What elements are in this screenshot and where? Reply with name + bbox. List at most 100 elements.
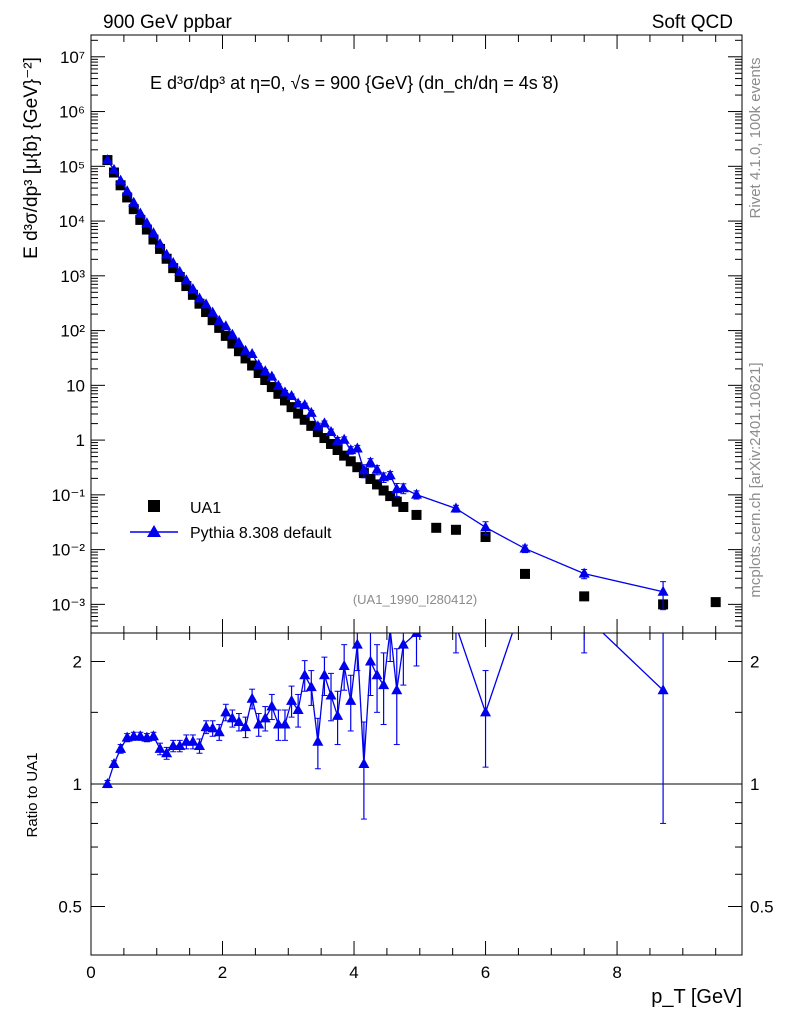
ratio-tick-label-right: 1 <box>750 775 759 794</box>
pythia-point <box>253 358 265 369</box>
ua1-point <box>260 375 271 386</box>
y-tick-label: 10⁴ <box>59 212 85 231</box>
ratio-clipped-group <box>101 609 669 824</box>
ua1-point <box>155 243 166 254</box>
pythia-point <box>364 456 376 467</box>
pythia-point <box>154 238 166 249</box>
ua1-point <box>227 338 238 349</box>
ua1-point <box>378 485 389 496</box>
ratio-point <box>312 735 324 746</box>
pythia-point <box>220 320 232 331</box>
ratio-point <box>213 726 225 737</box>
ua1-point <box>339 450 350 461</box>
ratio-point <box>101 777 113 788</box>
ua1-point <box>181 281 192 292</box>
ratio-point <box>220 706 232 717</box>
ua1-point <box>161 253 172 264</box>
ua1-point <box>122 192 133 203</box>
pythia-point <box>279 386 291 397</box>
header-left: 900 GeV ppbar <box>103 12 233 33</box>
ua1-point <box>391 496 402 507</box>
pythia-point <box>194 292 205 303</box>
pythia-point <box>213 314 225 325</box>
ua1-point <box>450 524 461 535</box>
pythia-point <box>101 154 113 165</box>
y-tick-label: 10² <box>60 322 85 341</box>
y-axis-label: E d³σ/dp³ [μ{b} {GeV}⁻²] <box>21 57 42 259</box>
pythia-point <box>292 397 304 408</box>
pythia-point <box>371 463 383 474</box>
ua1-point <box>194 298 205 309</box>
ratio-marks <box>101 609 669 824</box>
x-tick-label: 4 <box>349 963 358 982</box>
ua1-point <box>431 522 442 533</box>
ua1-point <box>319 433 330 444</box>
ratio-tick-label-right: 2 <box>750 653 759 672</box>
ratio-point <box>108 757 120 768</box>
main-marks <box>101 154 721 611</box>
pythia-point <box>121 185 133 196</box>
pythia-point <box>519 542 531 553</box>
ua1-point <box>187 289 198 300</box>
ratio-point <box>174 739 186 750</box>
pythia-point <box>115 174 127 185</box>
ratio-point <box>351 638 363 649</box>
ratio-point <box>194 739 205 750</box>
ratio-point <box>187 735 199 746</box>
ua1-point <box>115 180 126 191</box>
ua1-point <box>286 402 297 413</box>
ua1-point <box>365 473 376 484</box>
pythia-point <box>299 399 311 410</box>
pythia-point <box>246 348 258 359</box>
ua1-point <box>372 479 383 490</box>
pythia-point <box>128 196 140 207</box>
legend-pythia-marker <box>147 525 161 537</box>
pythia-point <box>358 464 370 475</box>
pythia-point <box>134 207 146 218</box>
ratio-point <box>579 609 590 619</box>
ratio-axis-label: Ratio to UA1 <box>24 752 41 837</box>
pythia-point <box>167 257 179 268</box>
ua1-point <box>247 360 258 371</box>
ua1-point <box>332 444 343 455</box>
ratio-point <box>200 721 212 732</box>
y-tick-label: 10³ <box>60 267 85 286</box>
ua1-point <box>220 330 231 341</box>
ua1-point <box>312 427 323 438</box>
ua1-point <box>579 591 590 602</box>
ratio-point <box>345 694 357 705</box>
ratio-point <box>338 659 350 670</box>
ratio-point <box>154 742 166 753</box>
ratio-point <box>450 620 461 630</box>
ratio-point <box>480 706 492 717</box>
ratio-point <box>259 712 271 723</box>
ratio-axes: 0 2 4 6 8 0.5 0.5 1 1 2 2 <box>58 633 774 982</box>
ratio-point <box>292 704 304 715</box>
ua1-point <box>279 395 290 406</box>
y-tick-label: 10⁻² <box>51 541 85 560</box>
pythia-point <box>174 265 186 276</box>
ratio-point <box>391 684 403 695</box>
y-tick-label: 10⁶ <box>59 103 85 122</box>
ratio-point <box>325 689 337 700</box>
ratio-point <box>134 730 146 741</box>
ua1-point <box>148 234 159 245</box>
ua1-point <box>306 420 317 431</box>
ratio-point <box>397 638 409 649</box>
ua1-point <box>345 456 356 467</box>
ua1-point <box>174 272 185 283</box>
ratio-point <box>161 747 173 758</box>
pythia-point <box>226 328 238 339</box>
pythia-point <box>384 469 396 480</box>
ratio-point <box>318 669 330 680</box>
pythia-point <box>272 379 284 390</box>
main-axes: 10⁻³ 10⁻² 10⁻¹ 1 10 10² 10³ 10⁴ 10⁵ 10⁶ 10⁷ <box>51 35 742 633</box>
ratio-tick-label: 1 <box>73 775 82 794</box>
pythia-point <box>200 298 212 309</box>
ratio-point <box>115 742 127 753</box>
ua1-point <box>233 346 244 357</box>
ua1-point <box>207 315 218 326</box>
ratio-point <box>657 684 669 695</box>
pythia-point <box>286 389 298 400</box>
ratio-line <box>106 633 664 785</box>
